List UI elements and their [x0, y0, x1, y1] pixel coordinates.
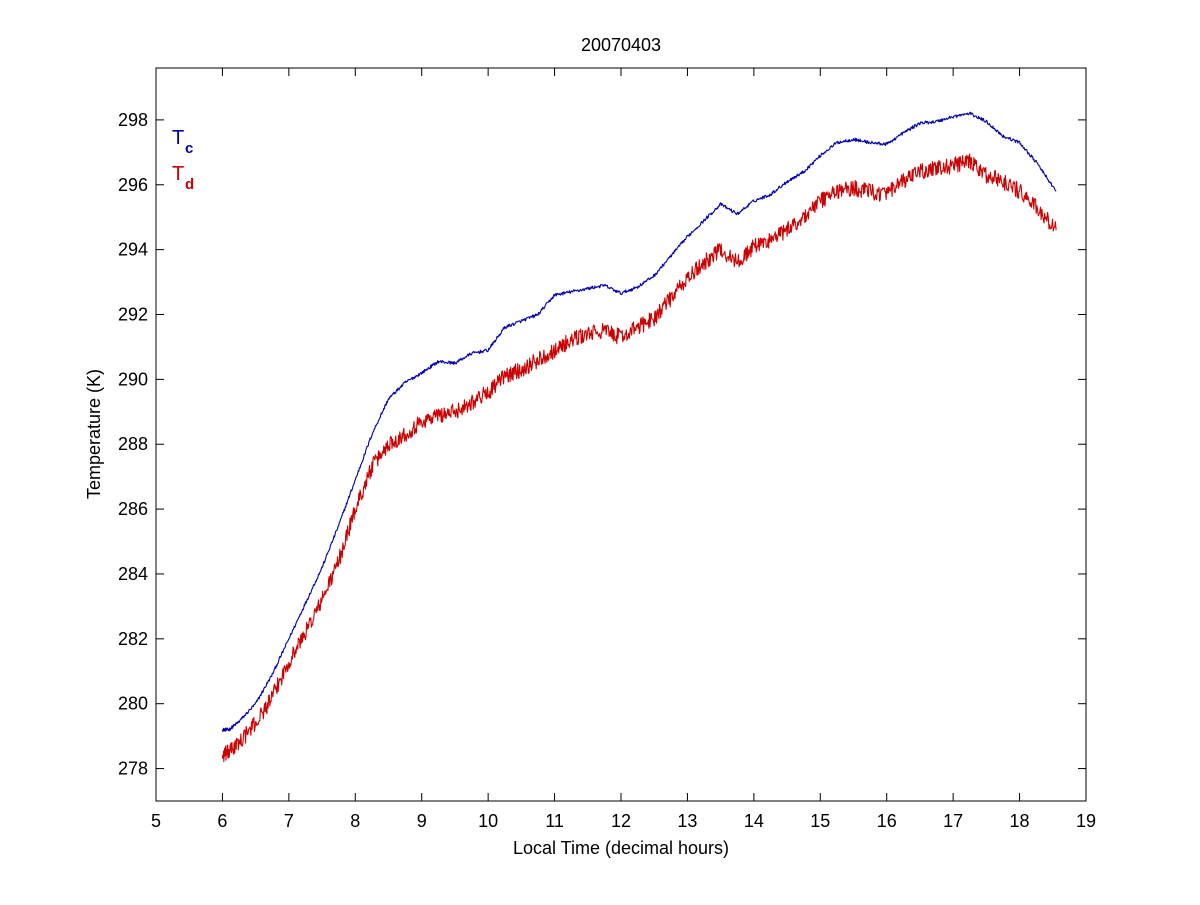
x-ticks: 5 6 7 8 9 10 11 12 13 14 15 16 17 18 19 — [151, 68, 1096, 831]
series-layer — [221, 111, 1057, 763]
x-tick-label: 14 — [744, 811, 764, 831]
x-tick-label: 6 — [217, 811, 227, 831]
x-tick-label: 15 — [810, 811, 830, 831]
y-ticks: 278 280 282 284 286 288 290 292 294 296 298 — [118, 110, 1086, 779]
x-tick-label: 16 — [877, 811, 897, 831]
legend-subscript-d: d — [185, 176, 194, 193]
x-tick-label: 9 — [417, 811, 427, 831]
y-axis-label: Temperature (K) — [84, 369, 104, 499]
y-tick-label: 290 — [118, 369, 148, 389]
y-tick-label: 284 — [118, 564, 148, 584]
x-tick-label: 11 — [545, 811, 564, 831]
x-axis-label: Local Time (decimal hours) — [513, 838, 729, 858]
y-tick-label: 288 — [118, 434, 148, 454]
y-tick-label: 286 — [118, 499, 148, 519]
y-tick-label: 298 — [118, 110, 148, 130]
x-tick-label: 7 — [284, 811, 294, 831]
y-tick-label: 278 — [118, 759, 148, 779]
y-tick-label: 294 — [118, 240, 148, 260]
series-line-tc — [221, 111, 1057, 732]
x-tick-label: 8 — [350, 811, 360, 831]
series-line-td — [221, 153, 1057, 763]
y-tick-label: 282 — [118, 629, 148, 649]
x-tick-label: 5 — [151, 811, 161, 831]
x-tick-label: 18 — [1010, 811, 1030, 831]
y-tick-label: 280 — [118, 694, 148, 714]
legend-entry-td: T — [172, 163, 184, 185]
y-tick-label: 292 — [118, 304, 148, 324]
x-tick-label: 12 — [611, 811, 631, 831]
legend-entry-tc: T — [172, 127, 184, 149]
legend-subscript-c: c — [185, 140, 193, 157]
x-tick-label: 17 — [943, 811, 963, 831]
x-tick-label: 13 — [677, 811, 697, 831]
plot-area — [156, 68, 1086, 801]
x-tick-label: 10 — [478, 811, 498, 831]
x-tick-label: 19 — [1076, 811, 1096, 831]
chart-title: 20070403 — [581, 35, 661, 55]
y-tick-label: 296 — [118, 175, 148, 195]
